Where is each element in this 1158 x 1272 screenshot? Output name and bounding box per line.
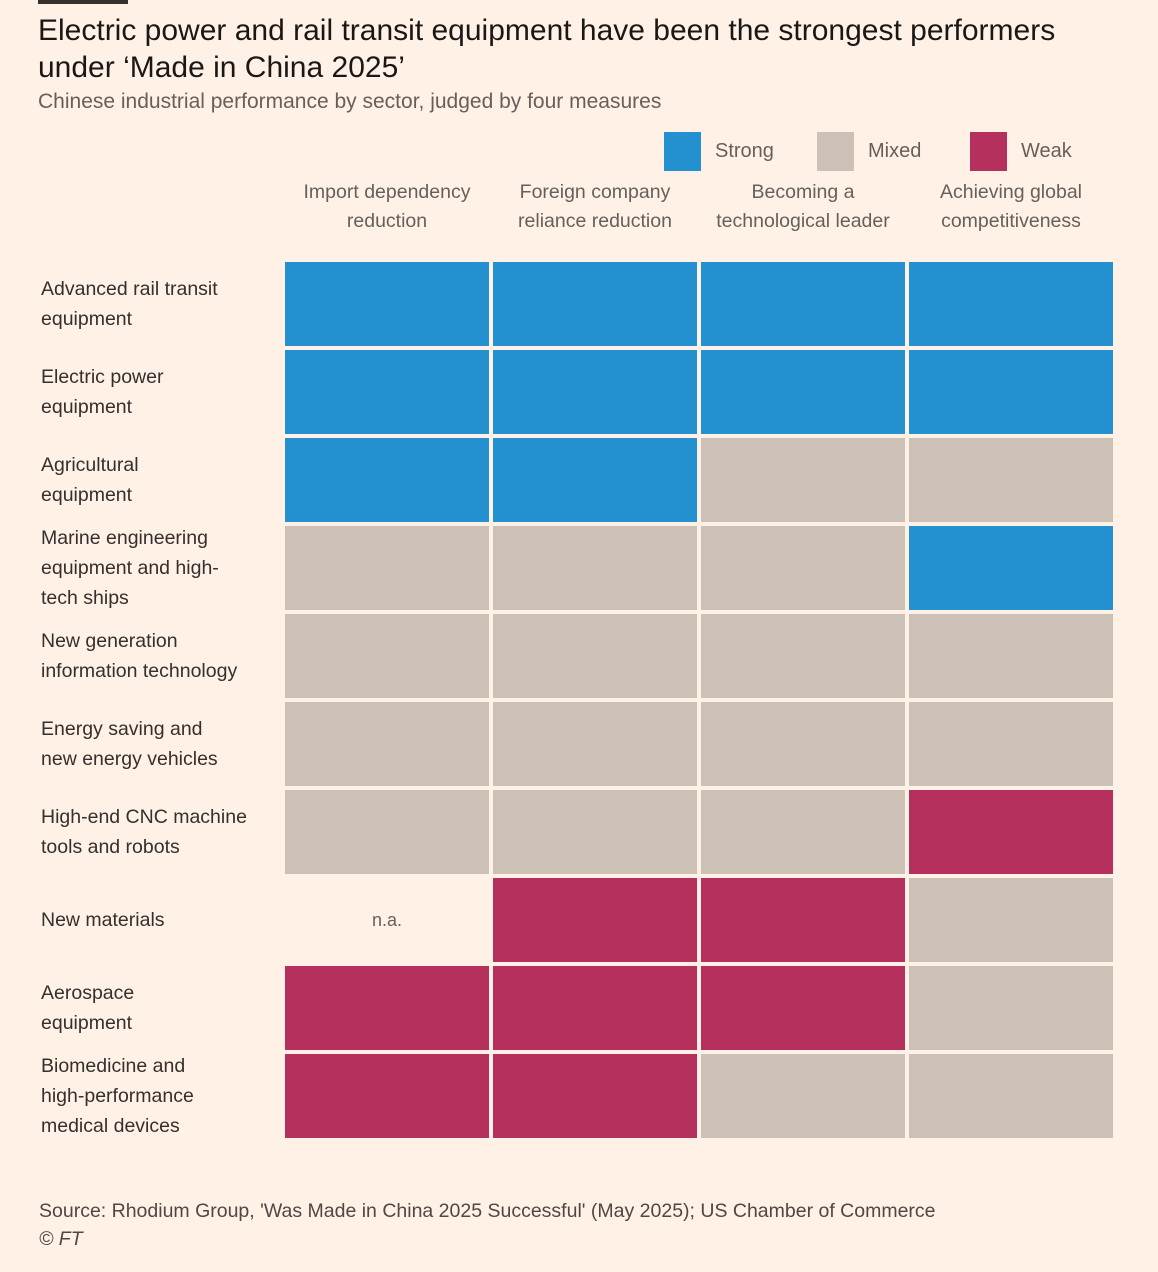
cell-r10-c1	[285, 1054, 489, 1138]
cell-r10-c4	[909, 1054, 1113, 1138]
cell-r8-c3	[701, 878, 905, 962]
legend-label-mixed: Mixed	[868, 139, 922, 162]
legend: Strong Mixed Weak	[0, 131, 1158, 171]
cell-r8-c2	[493, 878, 697, 962]
cell-r2-c2	[493, 350, 697, 434]
legend-label-strong: Strong	[715, 139, 774, 162]
cell-r5-c4	[909, 614, 1113, 698]
column-header-2: Foreign company reliance reduction	[518, 181, 672, 232]
cell-r6-c1	[285, 702, 489, 786]
cell-r8-c4	[909, 878, 1113, 962]
row-label-3: Agricultural equipment	[41, 454, 139, 506]
cell-r8-c1: n.a.	[285, 878, 489, 962]
legend-item-weak: Weak	[970, 131, 1072, 171]
cell-r5-c2	[493, 614, 697, 698]
cell-r6-c2	[493, 702, 697, 786]
legend-swatch-strong	[664, 131, 701, 171]
legend-swatch-mixed	[817, 131, 854, 171]
top-rule	[38, 0, 128, 4]
cell-r4-c4	[909, 526, 1113, 610]
cell-r1-c2	[493, 262, 697, 346]
cell-r3-c1	[285, 438, 489, 522]
cell-r7-c4	[909, 790, 1113, 874]
cell-r1-c4	[909, 262, 1113, 346]
legend-item-mixed: Mixed	[817, 131, 921, 171]
column-header-4: Achieving global competitiveness	[939, 181, 1082, 232]
row-label-1: Advanced rail transit equipment	[41, 278, 218, 330]
column-header-1: Import dependency reduction	[303, 181, 471, 232]
source-note: Source: Rhodium Group, 'Was Made in Chin…	[39, 1200, 936, 1222]
cell-r4-c2	[493, 526, 697, 610]
row-label-9: Aerospace equipment	[41, 982, 135, 1034]
cell-r3-c3	[701, 438, 905, 522]
legend-label-weak: Weak	[1021, 139, 1072, 162]
ft-credit: © FT	[39, 1228, 83, 1250]
row-label-7: High-end CNC machine tools and robots	[41, 806, 247, 858]
cell-r10-c3	[701, 1054, 905, 1138]
legend-swatch-weak	[970, 131, 1007, 171]
cell-r6-c3	[701, 702, 905, 786]
chart-title: Electric power and rail transit equipmen…	[38, 14, 1056, 84]
row-label-4: Marine engineering equipment and high-te…	[41, 527, 219, 609]
chart-subtitle: Chinese industrial performance by sector…	[38, 90, 662, 113]
row-label-8: New materials	[41, 909, 165, 931]
row-label-5: New generation information technology	[41, 630, 238, 682]
cell-r5-c3	[701, 614, 905, 698]
cell-r3-c4	[909, 438, 1113, 522]
cell-r9-c2	[493, 966, 697, 1050]
cell-r9-c1	[285, 966, 489, 1050]
cell-r6-c4	[909, 702, 1113, 786]
cell-r2-c3	[701, 350, 905, 434]
row-label-6: Energy saving and new energy vehicles	[41, 718, 218, 770]
cell-r4-c3	[701, 526, 905, 610]
row-label-2: Electric power equipment	[41, 366, 164, 418]
row-label-10: Biomedicine and high-performance medical…	[41, 1055, 194, 1137]
legend-item-strong: Strong	[664, 131, 774, 171]
cell-r3-c2	[493, 438, 697, 522]
cell-r7-c3	[701, 790, 905, 874]
cell-r9-c3	[701, 966, 905, 1050]
cell-r5-c1	[285, 614, 489, 698]
cell-r2-c4	[909, 350, 1113, 434]
column-header-3: Becoming a technological leader	[716, 181, 890, 232]
cell-r2-c1	[285, 350, 489, 434]
cell-r4-c1	[285, 526, 489, 610]
cell-r7-c1	[285, 790, 489, 874]
cell-r1-c1	[285, 262, 489, 346]
cell-r9-c4	[909, 966, 1113, 1050]
cell-r1-c3	[701, 262, 905, 346]
cell-r7-c2	[493, 790, 697, 874]
cell-na-label: n.a.	[371, 909, 403, 930]
cell-r10-c2	[493, 1054, 697, 1138]
